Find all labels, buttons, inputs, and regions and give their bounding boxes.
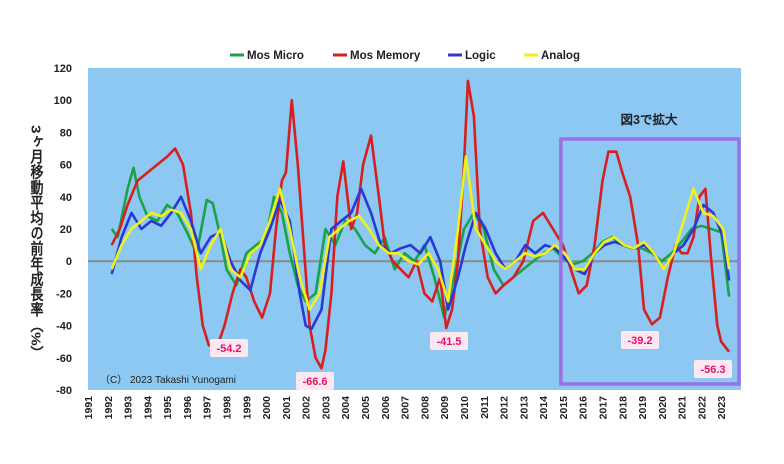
x-tick-label: 2021: [677, 396, 689, 420]
annotation-box: [621, 331, 659, 349]
legend: Mos Micro Mos Memory Logic Analog: [230, 50, 580, 62]
x-tick-label: 2010: [459, 396, 471, 420]
highlight-box: [559, 137, 741, 386]
x-tick-label: 1991: [83, 396, 95, 420]
x-tick-label: 2008: [419, 396, 431, 420]
annotation-label: -66.6: [302, 376, 327, 388]
annotation-box: [430, 332, 468, 350]
legend-label: Mos Micro: [247, 50, 304, 62]
x-tick-label: 2005: [360, 396, 372, 420]
y-axis-label: 3ヶ月移動平均の前年成長率（%）: [29, 125, 45, 361]
x-tick-label: 2019: [637, 396, 649, 420]
x-tick-label: 2003: [321, 396, 333, 420]
copyright-text: （C） 2023 Takashi Yunogami: [100, 374, 236, 386]
x-tick-label: 2020: [657, 396, 669, 420]
x-tick-label: 2004: [340, 396, 352, 420]
x-tick-label: 2012: [499, 396, 511, 420]
legend-label: Logic: [465, 50, 496, 62]
x-tick-label: 2023: [716, 396, 728, 420]
x-tick-label: 1992: [103, 396, 115, 420]
x-tick-label: 2001: [281, 396, 293, 420]
x-tick-label: 2014: [538, 396, 550, 420]
x-tick-label: 2017: [598, 396, 610, 420]
series-lines: [110, 79, 731, 370]
x-tick-label: 2006: [380, 396, 392, 420]
y-tick-label: 100: [54, 95, 72, 107]
x-tick-label: 2007: [400, 396, 412, 420]
x-tick-label: 2000: [261, 396, 273, 420]
x-tick-label: 1993: [123, 396, 135, 420]
x-tick-label: 1999: [241, 396, 253, 420]
x-tick-label: 1997: [202, 396, 214, 420]
annotations: -54.2 -66.6 -41.5 -39.2 -56.3: [210, 331, 732, 390]
annotation-box: [694, 360, 732, 378]
highlight-label: 図3で拡大: [621, 112, 678, 127]
x-tick-label: 2011: [479, 396, 491, 419]
legend-label: Mos Memory: [350, 50, 421, 62]
x-tick-label: 2022: [696, 396, 708, 420]
x-tick-label: 1995: [162, 396, 174, 420]
y-tick-label: -40: [56, 321, 72, 333]
y-tick-label: -20: [56, 288, 72, 300]
x-tick-label: 2018: [617, 396, 629, 420]
y-tick-label: 20: [60, 224, 72, 236]
annotation-box: [210, 339, 248, 357]
annotation-label: -39.2: [627, 335, 652, 347]
x-tick-label: 1996: [182, 396, 194, 420]
annotation-label: -41.5: [436, 336, 461, 348]
x-tick-label: 2002: [301, 396, 313, 420]
y-axis-ticks: -80 -60 -40 -20 0 20 40 60 80 100 120: [54, 63, 72, 397]
highlight-region: 図3で拡大: [559, 112, 741, 386]
x-tick-label: 1994: [142, 396, 154, 420]
y-tick-label: 120: [54, 63, 72, 75]
x-tick-label: 2016: [578, 396, 590, 420]
y-tick-label: 0: [66, 256, 72, 268]
x-tick-label: 2013: [518, 396, 530, 420]
series-line-mos-memory: [110, 79, 731, 370]
x-tick-label: 2009: [439, 396, 451, 420]
y-tick-label: 60: [60, 160, 72, 172]
x-tick-label: 2015: [558, 396, 570, 420]
series-line-analog: [110, 155, 731, 311]
y-tick-label: -60: [56, 353, 72, 365]
x-tick-label: 1998: [222, 396, 234, 420]
x-axis-ticks: 1991 1992 1993 1994 1995 1996 1997 1998 1999 2000…: [83, 396, 728, 420]
y-tick-label: 40: [60, 192, 72, 204]
annotation-label: -56.3: [700, 364, 725, 376]
annotation-label: -54.2: [216, 343, 241, 355]
y-tick-label: -80: [56, 385, 72, 397]
y-tick-label: 80: [60, 127, 72, 139]
annotation-box: [296, 372, 334, 390]
legend-label: Analog: [541, 50, 580, 62]
